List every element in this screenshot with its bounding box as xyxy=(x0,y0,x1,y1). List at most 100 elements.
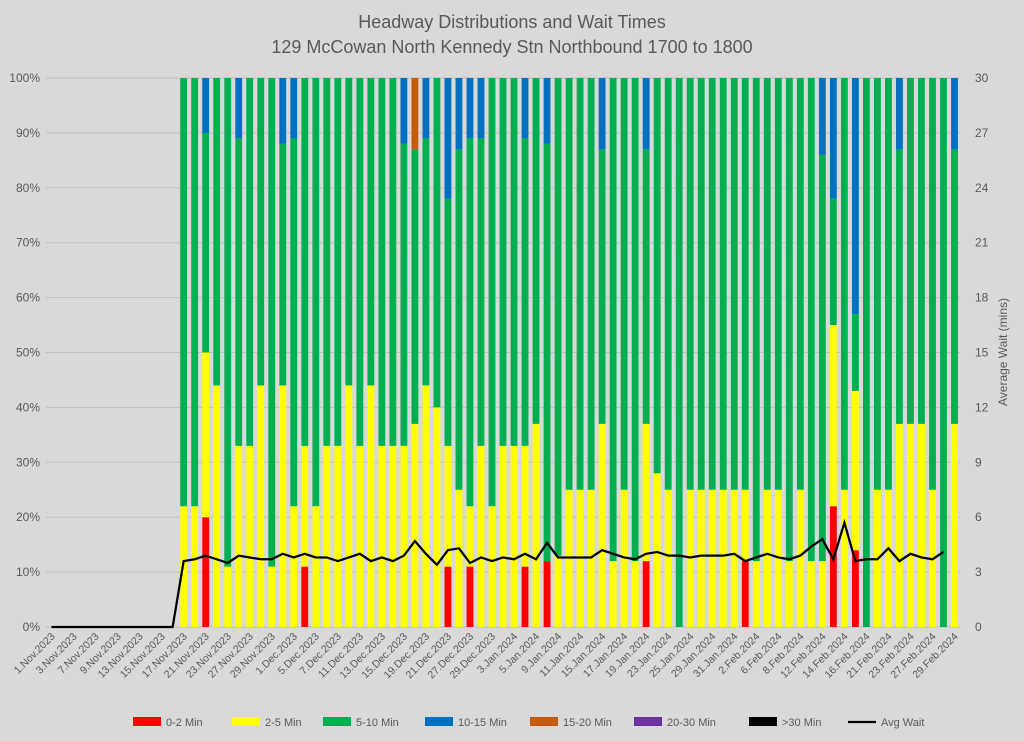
bar-segment-5-10-min xyxy=(312,78,320,507)
bar-segment-2-5-min xyxy=(741,489,749,562)
bar-segment-2-5-min xyxy=(389,445,397,627)
bar-segment-5-10-min xyxy=(653,78,661,474)
legend-label: >30 Min xyxy=(782,717,821,729)
bar-segment-2-5-min xyxy=(829,325,837,507)
bar-segment-5-10-min xyxy=(554,78,562,556)
bar-segment-10-15-min xyxy=(521,78,529,139)
bar-segment-5-10-min xyxy=(918,78,925,424)
bar-segment-5-10-min xyxy=(642,149,650,424)
bar-segment-5-10-min xyxy=(741,78,749,490)
bar-segment-5-10-min xyxy=(598,149,606,424)
bar-segment-2-5-min xyxy=(334,445,342,627)
bar-segment-2-5-min xyxy=(951,423,958,627)
legend-label: Avg Wait xyxy=(881,717,924,729)
legend-label: 2-5 Min xyxy=(265,717,302,729)
bar-segment-5-10-min xyxy=(488,78,496,507)
chart-title-line1: Headway Distributions and Wait Times xyxy=(358,12,665,32)
bar-segment-10-15-min xyxy=(851,78,859,315)
bar-segment-10-15-min xyxy=(477,78,485,139)
bar-segment-0-2-min xyxy=(444,566,452,627)
bar-segment-2-5-min xyxy=(345,385,353,627)
bar-segment-5-10-min xyxy=(279,143,287,386)
bar-segment-2-5-min xyxy=(521,445,529,567)
bar-segment-2-5-min xyxy=(422,385,430,627)
legend-swatch xyxy=(530,717,558,726)
y-left-tick-label: 50% xyxy=(16,346,40,360)
legend: 0-2 Min 2-5 Min 5-10 Min 10-15 Min 15-20 Min… xyxy=(133,717,924,729)
bar-segment-2-5-min xyxy=(433,407,441,627)
chart-title-line2: 129 McCowan North Kennedy Stn Northbound… xyxy=(271,37,752,57)
bar-segment-2-5-min xyxy=(818,561,826,627)
bar-segment-0-2-min xyxy=(466,566,474,627)
bar-segment-2-5-min xyxy=(796,489,804,627)
bar-segment-5-10-min xyxy=(499,78,507,446)
y-left-tick-label: 0% xyxy=(23,620,41,634)
bar-segment-5-10-min xyxy=(301,78,309,446)
y-right-tick-label: 3 xyxy=(975,565,982,579)
y-right-ticks: 0 3 6 9 12 15 18 21 24 27 30 xyxy=(975,71,989,634)
y-left-tick-label: 10% xyxy=(16,565,40,579)
bar-segment-5-10-min xyxy=(907,78,914,424)
legend-swatch xyxy=(133,717,161,726)
y-left-tick-label: 90% xyxy=(16,126,40,140)
bar-segment-2-5-min xyxy=(840,489,848,627)
bar-segment-5-10-min xyxy=(323,78,331,446)
bar-segment-2-5-min xyxy=(697,489,705,627)
bar-segment-2-5-min xyxy=(598,423,606,627)
bar-segment-2-5-min xyxy=(356,445,364,627)
bar-segment-0-2-min xyxy=(301,566,309,627)
bar-segment-0-2-min xyxy=(202,517,210,627)
legend-swatch xyxy=(323,717,351,726)
bar-segment-2-5-min xyxy=(213,385,221,627)
bar-segment-2-5-min xyxy=(785,561,793,627)
y-left-tick-label: 20% xyxy=(16,510,40,524)
bar-segment-10-15-min xyxy=(543,78,551,144)
bar-segment-10-15-min xyxy=(818,78,826,155)
y-left-ticks: 0% 10% 20% 30% 40% 50% 60% 70% 80% 90% 100% xyxy=(9,71,40,634)
bar-segment-5-10-min xyxy=(840,78,848,490)
bar-segment-10-15-min xyxy=(829,78,837,199)
bar-segment-5-10-min xyxy=(532,78,540,424)
bar-segment-5-10-min xyxy=(400,143,408,446)
y-left-tick-label: 70% xyxy=(16,236,40,250)
bar-segment-10-15-min xyxy=(466,78,474,139)
bar-segment-5-10-min xyxy=(631,78,639,562)
bar-segment-2-5-min xyxy=(323,445,331,627)
bar-segment-2-5-min xyxy=(202,352,210,518)
bar-segment-5-10-min xyxy=(268,78,276,567)
bar-segment-5-10-min xyxy=(455,149,463,490)
bar-segment-10-15-min xyxy=(422,78,430,139)
bar-segment-0-2-min xyxy=(642,561,650,627)
bar-segment-10-15-min xyxy=(202,78,210,133)
bar-segment-5-10-min xyxy=(874,78,881,490)
bar-segment-2-5-min xyxy=(885,489,892,627)
bar-segment-5-10-min xyxy=(576,78,584,490)
bar-segment-2-5-min xyxy=(257,385,265,627)
bar-segment-5-10-min xyxy=(675,78,683,627)
bar-segment-2-5-min xyxy=(378,445,386,627)
bar-segment-2-5-min xyxy=(609,561,617,627)
bar-segment-2-5-min xyxy=(367,385,375,627)
bar-segment-5-10-min xyxy=(862,78,870,627)
bar-segment-5-10-min xyxy=(697,78,705,490)
bar-segment-5-10-min xyxy=(829,198,837,326)
bar-segment-2-5-min xyxy=(411,423,419,627)
bar-segment-2-5-min xyxy=(752,561,760,627)
bar-segment-5-10-min xyxy=(664,78,672,490)
bar-segment-2-5-min xyxy=(301,445,309,567)
y-left-tick-label: 60% xyxy=(16,291,40,305)
bar-segment-2-5-min xyxy=(268,566,276,627)
bar-segment-2-5-min xyxy=(279,385,287,627)
bar-segment-5-10-min xyxy=(807,78,815,562)
bar-segment-5-10-min xyxy=(444,198,452,446)
bar-segment-5-10-min xyxy=(389,78,397,446)
bar-segment-10-15-min xyxy=(896,78,903,150)
legend-label: 15-20 Min xyxy=(563,717,612,729)
bar-segment-2-5-min xyxy=(642,423,650,562)
bar-segment-2-5-min xyxy=(918,423,925,627)
bar-segment-2-5-min xyxy=(444,445,452,567)
y-left-tick-label: 80% xyxy=(16,181,40,195)
legend-label: 10-15 Min xyxy=(458,717,507,729)
y-right-tick-label: 27 xyxy=(975,126,989,140)
